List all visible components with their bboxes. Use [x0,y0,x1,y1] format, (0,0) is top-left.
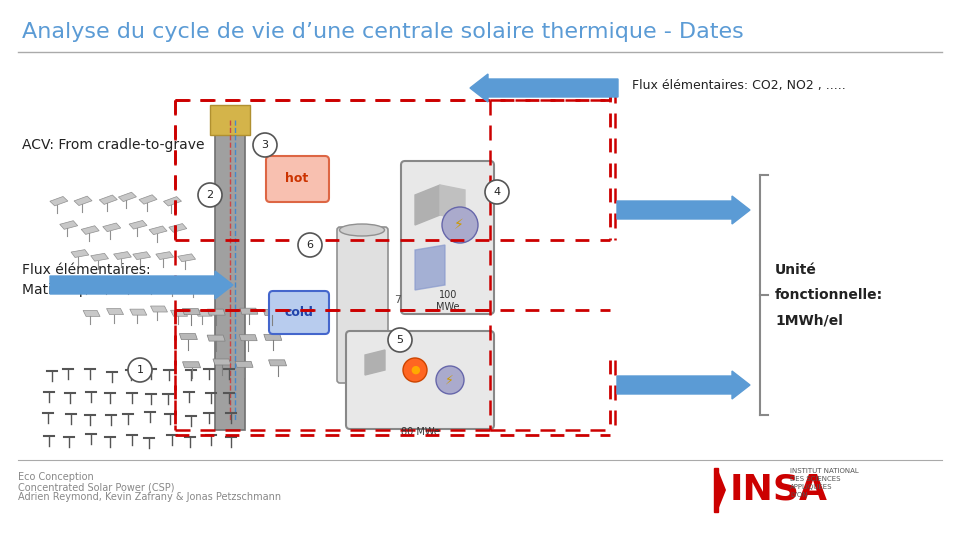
Text: 4: 4 [493,187,500,197]
Polygon shape [91,253,108,261]
Text: fonctionnelle:: fonctionnelle: [775,288,883,302]
Polygon shape [186,283,204,290]
FancyBboxPatch shape [266,156,329,202]
Polygon shape [180,334,198,340]
Text: Analyse du cycle de vie d’une centrale solaire thermique - Dates: Analyse du cycle de vie d’une centrale s… [22,22,744,42]
Polygon shape [239,335,257,341]
Polygon shape [132,252,151,260]
Text: Flux élémentaires: CO2, NO2 , .....: Flux élémentaires: CO2, NO2 , ..... [632,78,846,91]
FancyArrow shape [617,196,750,224]
Polygon shape [151,306,167,312]
Polygon shape [178,254,196,262]
Polygon shape [50,197,68,206]
Polygon shape [99,195,117,205]
Polygon shape [164,282,182,289]
Polygon shape [156,252,174,260]
Text: 7: 7 [395,295,401,305]
Text: INSA: INSA [730,473,828,507]
Text: ●: ● [410,365,420,375]
Polygon shape [169,224,187,232]
Polygon shape [139,195,157,204]
Text: Flux élémentaires:: Flux élémentaires: [22,263,151,277]
Polygon shape [182,309,201,315]
Text: 1MWh/el: 1MWh/el [775,313,843,327]
Polygon shape [149,226,167,235]
Circle shape [436,366,464,394]
Text: LYON: LYON [790,492,807,498]
Text: cold: cold [284,306,313,319]
Text: hot: hot [285,172,308,186]
Polygon shape [84,310,100,316]
Circle shape [388,328,412,352]
Circle shape [442,207,478,243]
Polygon shape [99,279,117,286]
Polygon shape [113,252,132,259]
Polygon shape [121,280,138,286]
Polygon shape [182,362,201,368]
Polygon shape [74,196,92,206]
Circle shape [128,358,152,382]
Circle shape [403,358,427,382]
FancyArrow shape [50,271,233,299]
Text: Concentrated Solar Power (CSP): Concentrated Solar Power (CSP) [18,482,175,492]
Polygon shape [144,280,161,287]
Text: Eco Conception: Eco Conception [18,472,94,482]
Text: 3: 3 [261,140,269,150]
Polygon shape [240,308,258,314]
Polygon shape [171,310,187,316]
Text: Unité: Unité [775,263,817,277]
FancyBboxPatch shape [337,227,388,383]
Polygon shape [107,308,124,315]
Text: ACV: From cradle-to-grave: ACV: From cradle-to-grave [22,138,204,152]
Text: APPLIQUÉES: APPLIQUÉES [790,483,832,490]
Polygon shape [264,334,282,340]
Polygon shape [213,359,231,365]
Polygon shape [103,223,121,232]
Polygon shape [82,226,99,234]
Polygon shape [79,279,96,286]
Polygon shape [415,245,445,290]
Polygon shape [163,197,181,206]
Polygon shape [195,310,212,316]
Circle shape [198,183,222,207]
Circle shape [253,133,277,157]
Text: Adrien Reymond, Kevin Zafrany & Jonas Petzschmann: Adrien Reymond, Kevin Zafrany & Jonas Pe… [18,492,281,502]
Text: Matière première: Matière première [22,283,142,297]
FancyBboxPatch shape [215,115,245,430]
Text: ⚡: ⚡ [444,374,453,387]
FancyBboxPatch shape [269,291,329,334]
Text: 80 MWe: 80 MWe [400,427,440,437]
Polygon shape [130,309,147,315]
Circle shape [298,233,322,257]
Text: ⚡: ⚡ [454,218,464,232]
FancyArrow shape [617,371,750,399]
Polygon shape [71,249,89,258]
Text: 6: 6 [306,240,314,250]
Text: 100
MWe: 100 MWe [436,290,460,312]
Text: 1: 1 [136,365,143,375]
Polygon shape [118,192,136,201]
Polygon shape [263,309,281,315]
Polygon shape [714,468,718,512]
Polygon shape [235,361,253,367]
Ellipse shape [340,224,385,236]
Text: INSTITUT NATIONAL: INSTITUT NATIONAL [790,468,859,474]
Polygon shape [207,335,226,341]
Circle shape [485,180,509,204]
FancyBboxPatch shape [401,161,494,314]
FancyArrow shape [470,74,618,102]
Polygon shape [207,309,226,315]
Polygon shape [440,185,465,220]
Polygon shape [269,360,286,366]
Text: 5: 5 [396,335,403,345]
Polygon shape [718,470,726,510]
Polygon shape [129,220,147,229]
Text: 2: 2 [206,190,213,200]
Polygon shape [415,185,440,225]
Polygon shape [60,221,78,230]
Polygon shape [365,350,385,375]
Text: DES SCIENCES: DES SCIENCES [790,476,841,482]
FancyBboxPatch shape [210,105,250,135]
FancyBboxPatch shape [346,331,494,429]
